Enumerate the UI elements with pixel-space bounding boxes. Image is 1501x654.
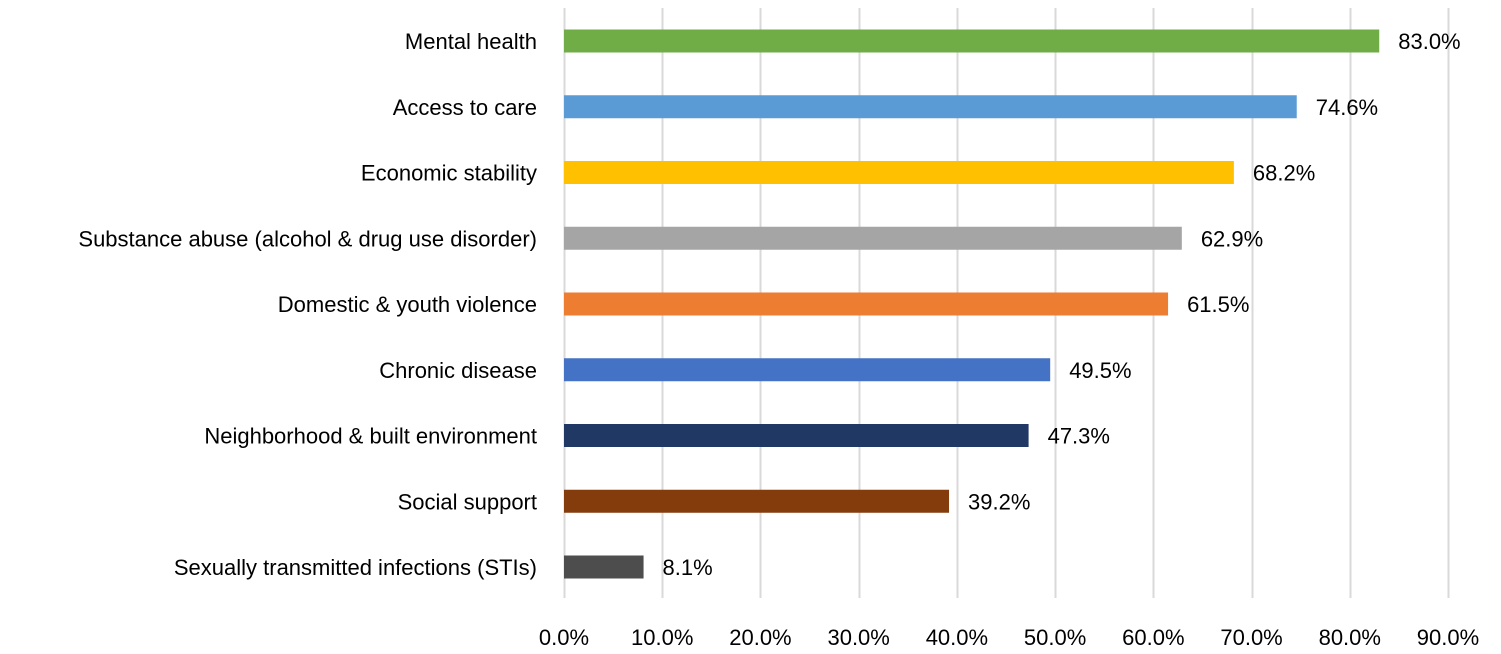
data-label: 39.2% xyxy=(968,489,1030,514)
category-label: Domestic & youth violence xyxy=(278,292,537,317)
bars xyxy=(564,29,1380,579)
bar xyxy=(564,555,644,579)
bar xyxy=(564,489,950,513)
bar xyxy=(564,424,1029,447)
x-tick-label: 80.0% xyxy=(1319,625,1381,649)
bar xyxy=(564,95,1297,119)
data-label: 49.5% xyxy=(1069,358,1131,383)
bar xyxy=(564,292,1169,316)
x-tick-label: 50.0% xyxy=(1024,625,1086,649)
bar xyxy=(564,161,1234,184)
category-label: Economic stability xyxy=(361,161,537,186)
x-tick-label: 30.0% xyxy=(827,625,889,649)
bar xyxy=(564,358,1051,382)
category-label: Substance abuse (alcohol & drug use diso… xyxy=(78,226,537,251)
x-tick-labels: 0.0% 10.0% 20.0% 30.0% 40.0% 50.0% 60.0% 70.0% 8… xyxy=(539,625,1479,650)
data-label: 68.2% xyxy=(1253,161,1315,186)
bar xyxy=(564,226,1182,250)
category-labels: Mental health Access to care Economic stab… xyxy=(78,29,537,580)
x-tick-label: 20.0% xyxy=(729,625,791,649)
data-label: 74.6% xyxy=(1316,95,1378,120)
data-label: 83.0% xyxy=(1398,29,1460,54)
category-label: Sexually transmitted infections (STIs) xyxy=(174,555,537,580)
x-tick-label: 0.0% xyxy=(539,625,589,649)
data-label: 61.5% xyxy=(1187,292,1249,317)
data-label: 47.3% xyxy=(1048,424,1110,449)
x-tick-label: 60.0% xyxy=(1122,625,1184,649)
category-label: Mental health xyxy=(405,29,537,54)
category-label: Access to care xyxy=(393,95,537,120)
x-tick-label: 10.0% xyxy=(631,625,693,649)
category-label: Social support xyxy=(398,489,537,514)
value-labels: 83.0% 74.6% 68.2% 62.9% 61.5% 49.5% 47.3% 39.2%… xyxy=(663,29,1461,580)
data-label: 62.9% xyxy=(1201,226,1263,251)
category-label: Neighborhood & built environment xyxy=(204,424,537,449)
bar xyxy=(564,29,1380,53)
x-tick-label: 70.0% xyxy=(1220,625,1282,649)
x-tick-label: 40.0% xyxy=(926,625,988,649)
x-tick-label: 90.0% xyxy=(1417,625,1479,649)
data-label: 8.1% xyxy=(663,555,713,580)
category-label: Chronic disease xyxy=(379,358,537,383)
